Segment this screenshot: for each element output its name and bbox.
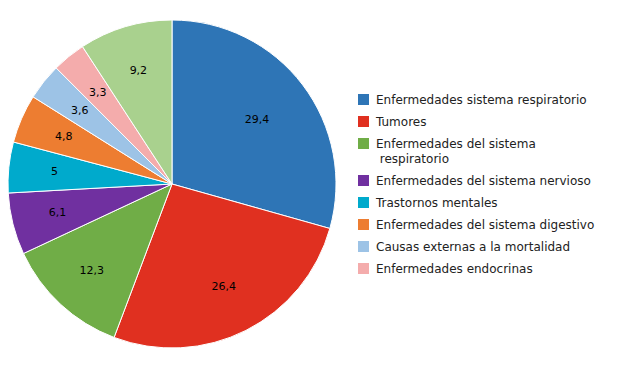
- chart: 29,4 26,4 12,3 6,1 5 4,8 3,63,3 9,2 Enfermedades…: [0, 0, 620, 368]
- legend-label-line: Enfermedades del sistema: [376, 137, 536, 151]
- legend-label-line: Enfermedades del sistema digestivo: [376, 218, 594, 232]
- legend-label-line: Tumores: [375, 115, 426, 129]
- legend-label-line: Causas externas a la mortalidad: [376, 240, 570, 254]
- legend-label: Enfermedades sistema respiratorio: [376, 93, 587, 107]
- data-label: 29,4: [245, 113, 270, 126]
- data-label: 26,4: [211, 280, 236, 293]
- legend-swatch: [358, 116, 369, 127]
- chart-container: 29,4 26,4 12,3 6,1 5 4,8 3,63,3 9,2 Enfermedades…: [0, 0, 620, 368]
- legend-label: Tumores: [375, 115, 426, 129]
- legend-swatch: [358, 197, 369, 208]
- data-label: 6,1: [49, 206, 67, 219]
- legend: Enfermedades sistema respiratorio Tumores…: [358, 93, 594, 276]
- data-label: 4,8: [55, 130, 73, 143]
- legend-label-line: respiratorio: [376, 152, 449, 166]
- legend-swatch: [358, 241, 369, 252]
- legend-swatch: [358, 175, 369, 186]
- legend-swatch: [358, 219, 369, 230]
- data-label: 12,3: [80, 264, 105, 277]
- data-label: 3,6: [71, 104, 89, 117]
- data-label: 9,2: [130, 64, 148, 77]
- legend-label: Causas externas a la mortalidad: [376, 240, 570, 254]
- legend-label-line: Enfermedades endocrinas: [376, 262, 533, 276]
- slice: [8, 184, 172, 254]
- legend-label: Enfermedades del sistema respiratorio: [376, 137, 536, 166]
- legend-label: Enfermedades del sistema digestivo: [376, 218, 594, 232]
- legend-label-line: Trastornos mentales: [375, 196, 498, 210]
- legend-label: Trastornos mentales: [375, 196, 498, 210]
- slice: [82, 20, 172, 184]
- legend-swatch: [358, 263, 369, 274]
- data-labels: 29,4 26,4 12,3 6,1 5 4,8 3,63,3 9,2: [49, 64, 270, 293]
- legend-label: Enfermedades del sistema nervioso: [376, 174, 591, 188]
- legend-label: Enfermedades endocrinas: [376, 262, 533, 276]
- legend-swatch: [358, 94, 369, 105]
- data-label: 3,3: [89, 86, 107, 99]
- legend-label-line: Enfermedades del sistema nervioso: [376, 174, 591, 188]
- legend-swatch: [358, 138, 369, 149]
- slices: [8, 20, 336, 348]
- legend-label-line: Enfermedades sistema respiratorio: [376, 93, 587, 107]
- data-label: 5: [51, 165, 58, 178]
